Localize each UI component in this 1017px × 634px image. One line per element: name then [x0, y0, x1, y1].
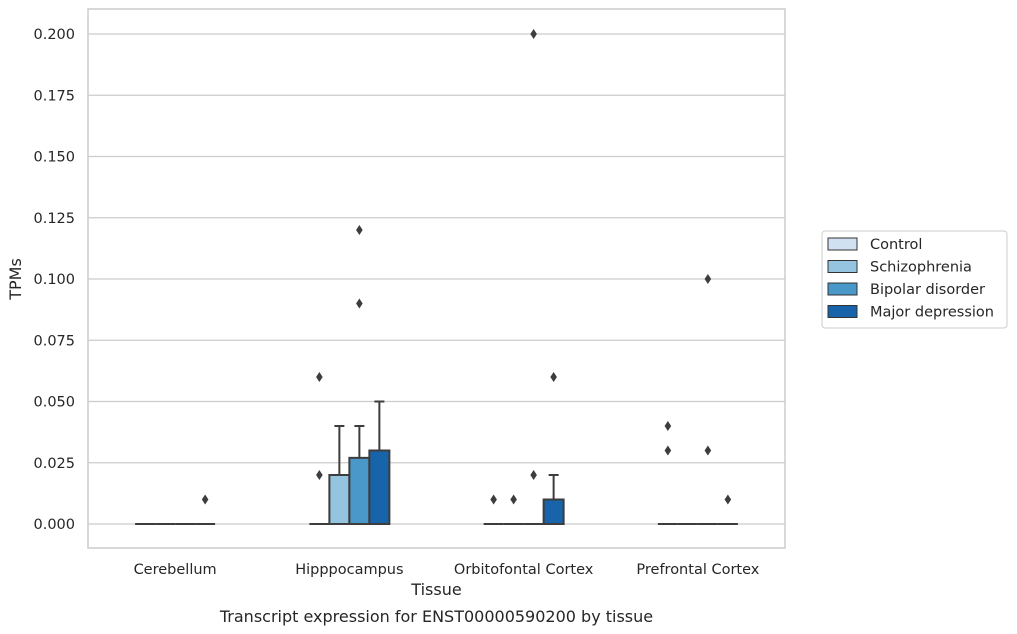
legend-label: Bipolar disorder — [870, 282, 985, 298]
gridlines — [88, 33, 785, 525]
box-major-depression — [195, 494, 216, 525]
box-control — [309, 372, 330, 525]
y-tick-label: 0.025 — [33, 456, 75, 472]
y-axis-ticks: 0.000 0.025 0.050 0.075 0.100 0.125 0.150 0.175… — [33, 27, 75, 533]
legend-swatch — [827, 237, 858, 251]
x-tick-label: Hipppocampus — [295, 562, 403, 578]
box-plot-area — [135, 29, 738, 526]
box — [348, 456, 371, 526]
x-tick-label: Orbitofontal Cortex — [454, 562, 594, 578]
legend-frame — [821, 230, 1008, 329]
box-major-depression — [368, 400, 391, 525]
box-major-depression — [542, 372, 565, 525]
y-axis-label: TPMs — [6, 258, 25, 301]
outlier-point — [201, 494, 209, 505]
y-tick-label: 0.200 — [33, 27, 75, 43]
plot-frame — [87, 8, 786, 549]
box-bipolar-disorder — [348, 225, 371, 526]
box-schizophrenia — [328, 425, 351, 525]
x-tick-label: Prefrontal Cortex — [636, 562, 759, 578]
y-tick-label: 0.125 — [33, 211, 75, 227]
y-tick-label: 0.050 — [33, 395, 75, 411]
legend-label: Control — [870, 237, 922, 253]
outlier-point — [316, 372, 323, 382]
chart-title: Transcript expression for ENST0000059020… — [219, 607, 653, 626]
box — [328, 474, 351, 525]
outlier-point — [356, 225, 363, 235]
y-tick-label: 0.150 — [33, 150, 75, 166]
outlier-point — [530, 470, 537, 480]
legend-label: Schizophrenia — [870, 260, 972, 276]
outlier-point — [704, 274, 712, 284]
box-control — [657, 421, 678, 525]
legend: Control Schizophrenia Bipolar disorder Majo… — [821, 230, 1008, 329]
box-schizophrenia — [503, 494, 524, 525]
outlier-point — [530, 29, 537, 39]
legend-label: Major depression — [870, 305, 994, 321]
legend-swatch — [827, 282, 858, 296]
box — [542, 498, 565, 525]
outlier-point — [316, 470, 323, 480]
legend-swatch — [827, 305, 858, 318]
y-tick-label: 0.075 — [33, 333, 75, 349]
x-tick-label: Cerebellum — [134, 562, 217, 578]
outlier-point — [356, 298, 363, 309]
outlier-point — [510, 494, 517, 505]
box-major-depression — [717, 494, 738, 525]
x-axis-label: Tissue — [410, 580, 461, 599]
box-bipolar-disorder — [523, 29, 544, 525]
outlier-point — [704, 445, 712, 456]
outlier-point — [550, 372, 557, 382]
y-tick-label: 0.000 — [33, 517, 75, 533]
outlier-point — [664, 445, 672, 456]
box-bipolar-disorder — [697, 274, 718, 525]
y-tick-label: 0.100 — [33, 272, 75, 288]
x-axis-ticks: Cerebellum Hipppocampus Orbitofontal Corte… — [134, 562, 760, 578]
legend-swatch — [827, 260, 858, 273]
outlier-point — [664, 421, 672, 431]
y-tick-label: 0.175 — [33, 88, 75, 104]
box-control — [483, 494, 504, 525]
outlier-point — [724, 494, 732, 505]
box — [368, 449, 391, 525]
outlier-point — [490, 494, 497, 505]
